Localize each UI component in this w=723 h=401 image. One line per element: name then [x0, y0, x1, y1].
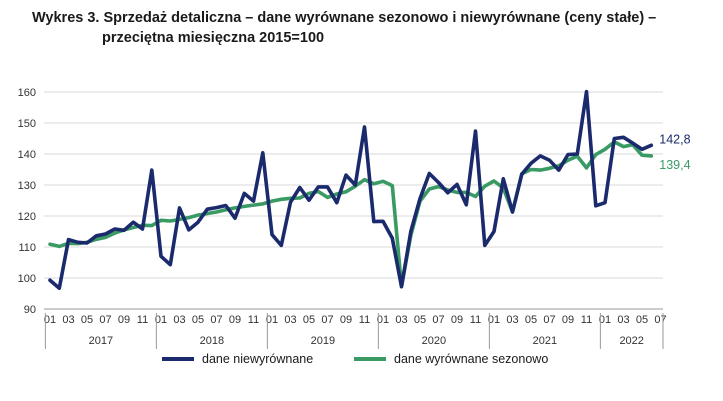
x-tick-label: 05 [303, 314, 315, 326]
x-year-label: 2021 [533, 335, 557, 347]
y-axis: 90 100 110 120 130 140 150 160 [18, 87, 36, 316]
series-line-sa [48, 140, 654, 289]
y-tick-label: 100 [18, 273, 36, 285]
x-tick-label: 03 [617, 314, 629, 326]
x-tick-label: 11 [359, 314, 370, 326]
x-tick-label: 01 [155, 314, 167, 326]
x-tick-label: 01 [488, 314, 500, 326]
end-label-sa: 139,4 [659, 158, 690, 172]
y-tick-label: 90 [24, 304, 36, 316]
x-tick-label: 07 [321, 314, 333, 326]
x-tick-label: 07 [210, 314, 222, 326]
x-tick-label: 05 [414, 314, 426, 326]
x-tick-label: 11 [581, 314, 592, 326]
x-tick-label: 01 [599, 314, 611, 326]
y-tick-label: 150 [18, 118, 36, 130]
x-tick-label: 05 [525, 314, 537, 326]
x-tick-label: 03 [284, 314, 296, 326]
chart-title-line2: przeciętna miesięczna 2015=100 [102, 30, 325, 46]
x-year-label: 2017 [89, 335, 113, 347]
legend-item-sa: dane wyrównane sezonowo [354, 352, 548, 366]
legend-label-sa: dane wyrównane sezonowo [394, 352, 549, 366]
x-axis: 01 03 05 07 09 11 01 03 05 07 09 11 01 03 05 07 09 11 01 03… [44, 313, 667, 349]
x-year-label: 2019 [311, 335, 335, 347]
series-layer [48, 89, 654, 291]
x-tick-label: 05 [636, 314, 648, 326]
x-tick-label: 01 [266, 314, 278, 326]
legend-swatch-sa [354, 357, 386, 361]
x-tick-label: 09 [340, 314, 352, 326]
x-tick-label: 01 [377, 314, 389, 326]
grid-layer [44, 91, 663, 310]
legend-swatch-nsa [162, 357, 194, 361]
series-line-nsa [48, 89, 654, 291]
x-tick-label: 09 [118, 314, 130, 326]
legend-label-nsa: dane niewyrównane [202, 352, 314, 366]
chart-title: Wykres 3. Sprzedaż detaliczna – dane wyr… [32, 8, 712, 48]
x-tick-label: 07 [543, 314, 555, 326]
x-year-label: 2020 [422, 335, 446, 347]
x-tick-label: 09 [451, 314, 463, 326]
x-tick-label: 03 [62, 314, 74, 326]
x-tick-label: 09 [562, 314, 574, 326]
y-tick-label: 140 [18, 149, 36, 161]
x-tick-label: 07 [99, 314, 111, 326]
x-tick-label: 05 [192, 314, 204, 326]
x-tick-label: 11 [137, 314, 148, 326]
x-year-label: 2022 [619, 335, 643, 347]
x-tick-label: 03 [173, 314, 185, 326]
y-tick-label: 110 [18, 242, 36, 254]
x-tick-label: 07 [654, 314, 666, 326]
chart-title-line1: Wykres 3. Sprzedaż detaliczna – dane wyr… [32, 10, 657, 26]
x-tick-label: 03 [395, 314, 407, 326]
legend-item-nsa: dane niewyrównane [162, 352, 313, 366]
legend: dane niewyrównane dane wyrównane sezonow… [0, 352, 723, 372]
end-label-nsa: 142,8 [659, 132, 690, 146]
x-tick-label: 05 [81, 314, 93, 326]
x-tick-label: 07 [432, 314, 444, 326]
x-tick-label: 03 [506, 314, 518, 326]
x-tick-label: 11 [470, 314, 481, 326]
x-year-label: 2018 [200, 335, 224, 347]
y-tick-label: 130 [18, 180, 36, 192]
x-tick-label: 11 [248, 314, 259, 326]
y-tick-label: 120 [18, 211, 36, 223]
x-tick-label: 01 [44, 314, 56, 326]
y-tick-label: 160 [18, 87, 36, 99]
x-tick-label: 09 [229, 314, 241, 326]
